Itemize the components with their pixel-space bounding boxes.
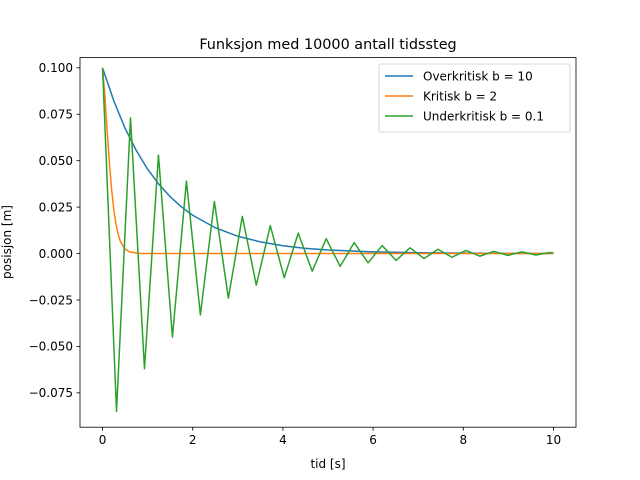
x-tick-label: 10 <box>546 433 561 447</box>
y-tick-label: 0.025 <box>39 200 73 214</box>
legend-label: Underkritisk b = 0.1 <box>423 109 544 123</box>
ticks-layer: 0 2 4 6 8 10 −0.075 −0.050 −0.025 0.000 0.025 0.050… <box>29 61 562 447</box>
y-tick-label: 0.050 <box>39 154 73 168</box>
series-line-3 <box>101 67 554 413</box>
legend: Overkritisk b = 10 Kritisk b = 2 Underkrit… <box>378 63 571 133</box>
series-line-2 <box>101 67 554 255</box>
x-tick-label: 4 <box>279 433 287 447</box>
y-tick-label: 0.075 <box>39 108 73 122</box>
legend-label: Overkritisk b = 10 <box>423 69 533 83</box>
legend-box <box>378 63 571 133</box>
y-axis-title: posisjon [m] <box>0 205 14 279</box>
chart-title: Funksjon med 10000 antall tidssteg <box>199 37 456 53</box>
y-tick-label: −0.050 <box>29 340 73 354</box>
axes-frame <box>79 57 577 428</box>
y-tick-label: −0.075 <box>29 386 73 400</box>
y-tick-label: −0.025 <box>29 293 73 307</box>
x-tick-label: 6 <box>369 433 377 447</box>
x-axis-title: tid [s] <box>310 457 345 471</box>
x-tick-label: 2 <box>189 433 197 447</box>
legend-label: Kritisk b = 2 <box>423 89 497 103</box>
x-tick-label: 8 <box>459 433 467 447</box>
y-tick-label: 0.100 <box>39 61 73 75</box>
series-layer <box>101 67 554 413</box>
x-tick-label: 0 <box>99 433 107 447</box>
series-line-1 <box>101 67 554 255</box>
y-tick-label: 0.000 <box>39 247 73 261</box>
